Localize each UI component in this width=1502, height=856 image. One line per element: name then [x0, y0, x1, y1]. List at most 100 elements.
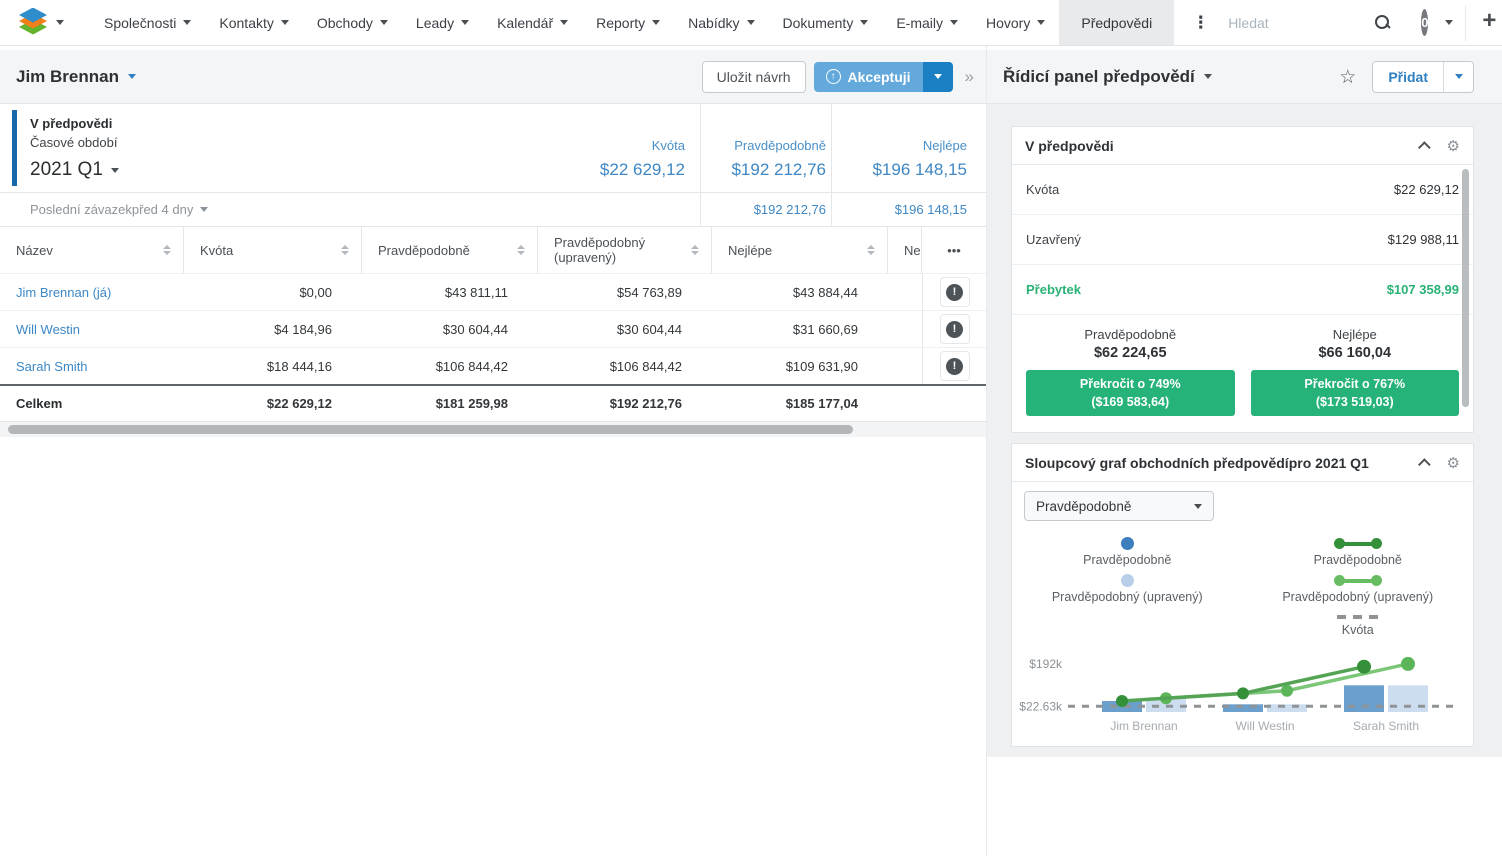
dashlet-row-uzavreny: Uzavřený $129 988,11: [1012, 215, 1473, 265]
app-logo-menu[interactable]: [18, 7, 64, 38]
cell-pravdepodobne: $106 844,42: [435, 358, 508, 374]
chevron-down-icon: [1454, 74, 1463, 79]
notifications-badge[interactable]: 0: [1421, 9, 1429, 36]
rep-name-link[interactable]: Will Westin: [16, 321, 81, 337]
exceed-line1: Překročit o 767%: [1304, 377, 1406, 391]
nav-item-obchody[interactable]: Obchody: [303, 0, 402, 45]
nav-item-hovory[interactable]: Hovory: [972, 0, 1059, 45]
chevron-down-icon: [652, 20, 661, 25]
cell-upraveny: $106 844,42: [609, 358, 682, 374]
stat-label: Pravděpodobně: [1084, 327, 1177, 342]
dashlet-row-label: Uzavřený: [1026, 232, 1081, 247]
column-options-button[interactable]: •••: [947, 242, 961, 258]
exceed-line2: ($169 583,64): [1091, 395, 1170, 410]
dashlet-row-value: $107 358,99: [1386, 282, 1459, 297]
nav-item-dokumenty[interactable]: Dokumenty: [769, 0, 883, 45]
chevron-down-icon: [560, 20, 569, 25]
more-modules-icon[interactable]: ⋮: [1192, 12, 1211, 32]
sort-icon: [163, 245, 171, 255]
column-header-pravdepodobne[interactable]: Pravděpodobně: [362, 227, 538, 273]
quick-create-button[interactable]: +: [1465, 4, 1502, 41]
total-upraveny: $192 212,76: [609, 396, 682, 411]
exclamation-icon: !: [946, 283, 963, 301]
column-header-kvota[interactable]: Kvóta: [184, 227, 362, 273]
row-alert-button[interactable]: !: [939, 351, 970, 381]
nav-item-label: Reporty: [596, 14, 646, 31]
forecast-dashboard-panel: Řídicí panel předpovědí ☆ Přidat V předp…: [986, 46, 1502, 856]
search-input[interactable]: [1228, 14, 1367, 31]
nav-item-spolecnosti[interactable]: Společnosti: [90, 0, 205, 45]
time-period-label: Časové období: [30, 135, 118, 150]
rep-name-link[interactable]: Sarah Smith: [16, 358, 88, 374]
gear-icon[interactable]: ⚙: [1446, 136, 1460, 155]
dashlet-forecast-stats: Pravděpodobně $62 224,65 Překročit o 749% (…: [1012, 315, 1473, 432]
favorite-star-icon[interactable]: ☆: [1339, 65, 1357, 88]
chart-metric-select[interactable]: Pravděpodobně: [1024, 491, 1214, 522]
stat-label: Nejlépe: [1332, 327, 1377, 342]
table-header-row: Název Kvóta Pravděpodobně Pravděpodobný (up…: [0, 227, 986, 273]
accept-button[interactable]: ↑ Akceptuji: [813, 61, 923, 92]
legend-item-pravdepodobny-upraveny[interactable]: Pravděpodobný (upravený): [1052, 574, 1203, 604]
cell-nejlepe: $109 631,90: [785, 358, 858, 374]
total-ne: [888, 386, 922, 421]
forecast-bar-chart[interactable]: $192k $22.63k Jim Brennan Will Westin Sarah …: [1012, 648, 1462, 740]
rep-name-link[interactable]: Jim Brennan (já): [16, 284, 112, 300]
nav-item-kalendar[interactable]: Kalendář: [483, 0, 582, 45]
accept-dropdown-caret[interactable]: [922, 61, 953, 92]
save-draft-button[interactable]: Uložit návrh: [701, 60, 806, 93]
row-alert-button[interactable]: !: [939, 277, 970, 307]
nav-item-e-maily[interactable]: E-maily: [882, 0, 972, 45]
dashboard-header-bar: Řídicí panel předpovědí ☆ Přidat: [987, 50, 1502, 104]
legend-item-pravdepodobny-upraveny[interactable]: Pravděpodobný (upravený): [1282, 574, 1433, 604]
nav-item-label: Kontakty: [219, 14, 274, 31]
nav-tab-forecasts[interactable]: Předpovědi: [1059, 0, 1175, 45]
legend-label: Pravděpodobný (upravený): [1282, 590, 1434, 605]
nav-item-nabidky[interactable]: Nabídky: [674, 0, 768, 45]
last-commit-best: $196 148,15: [894, 202, 967, 217]
column-header-nazev[interactable]: Název: [0, 227, 184, 273]
collapse-panel-icon[interactable]: »: [964, 66, 974, 86]
dashboard-selector[interactable]: Řídicí panel předpovědí: [1003, 67, 1212, 87]
forecast-main-panel: Jim Brennan Uložit návrh ↑ Akceptuji »: [0, 46, 986, 856]
chevron-down-icon: [127, 74, 136, 79]
legend-label: Pravděpodobný (upravený): [1051, 590, 1203, 605]
forecast-user-selector[interactable]: Jim Brennan: [16, 67, 136, 87]
cell-pravdepodobne: $30 604,44: [442, 321, 508, 337]
period-selector[interactable]: 2021 Q1: [30, 159, 119, 181]
app-logo-icon: [18, 7, 48, 38]
nav-item-label: Nabídky: [688, 14, 740, 31]
exceed-quota-button[interactable]: Překročit o 749% ($169 583,64): [1026, 370, 1235, 417]
forecast-user-name: Jim Brennan: [16, 66, 119, 86]
legend-item-kvota[interactable]: Kvóta: [1336, 611, 1379, 637]
legend-item-pravdepodobne[interactable]: Pravděpodobně: [1314, 537, 1402, 567]
likely-value: $192 212,76: [731, 160, 826, 179]
row-alert-button[interactable]: !: [939, 314, 970, 344]
stat-value: $66 160,04: [1318, 345, 1392, 361]
user-menu-caret-icon[interactable]: [1445, 20, 1454, 25]
last-commit-row: Poslední závazekpřed 4 dny $192 212,76 $…: [0, 192, 986, 226]
nav-item-kontakty[interactable]: Kontakty: [205, 0, 302, 45]
column-header-pravdepodobny-upraveny[interactable]: Pravděpodobný (upravený): [538, 227, 712, 273]
search-icon[interactable]: [1374, 14, 1391, 31]
horizontal-scrollbar-thumb[interactable]: [8, 425, 853, 434]
last-commit-selector[interactable]: Poslední závazekpřed 4 dny: [30, 202, 209, 217]
chevron-down-icon: [200, 207, 209, 212]
cell-ne: [888, 274, 922, 310]
column-header-ne[interactable]: Ne: [888, 227, 922, 273]
summary-quota-column: Kvóta $22 629,12: [600, 138, 685, 180]
nav-item-label: Společnosti: [104, 14, 177, 31]
last-commit-label: Poslední závazekpřed 4 dny: [30, 202, 194, 217]
legend-dot-icon: [1120, 537, 1134, 551]
add-button[interactable]: Přidat: [1388, 68, 1428, 85]
nav-item-reporty[interactable]: Reporty: [582, 0, 674, 45]
cell-actions: !: [922, 348, 986, 384]
column-header-nejlepe[interactable]: Nejlépe: [712, 227, 888, 273]
exceed-quota-button[interactable]: Překročit o 767% ($173 519,03): [1250, 370, 1459, 417]
table-row: Will Westin $4 184,96 $30 604,44 $30 604,44…: [0, 310, 986, 347]
add-dropdown-caret[interactable]: [1443, 61, 1473, 92]
nav-item-leady[interactable]: Leady: [402, 0, 483, 45]
gear-icon[interactable]: ⚙: [1446, 453, 1460, 472]
cell-upraveny: $54 763,89: [616, 284, 682, 300]
legend-item-pravdepodobne[interactable]: Pravděpodobně: [1083, 537, 1171, 567]
dashlet-scrollbar-thumb[interactable]: [1462, 169, 1469, 407]
